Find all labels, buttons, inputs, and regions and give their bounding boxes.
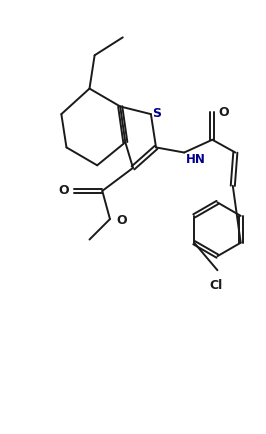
- Text: Cl: Cl: [210, 278, 223, 291]
- Text: HN: HN: [185, 153, 205, 166]
- Text: S: S: [152, 107, 161, 120]
- Text: O: O: [58, 184, 69, 197]
- Text: O: O: [116, 213, 127, 226]
- Text: O: O: [218, 106, 228, 119]
